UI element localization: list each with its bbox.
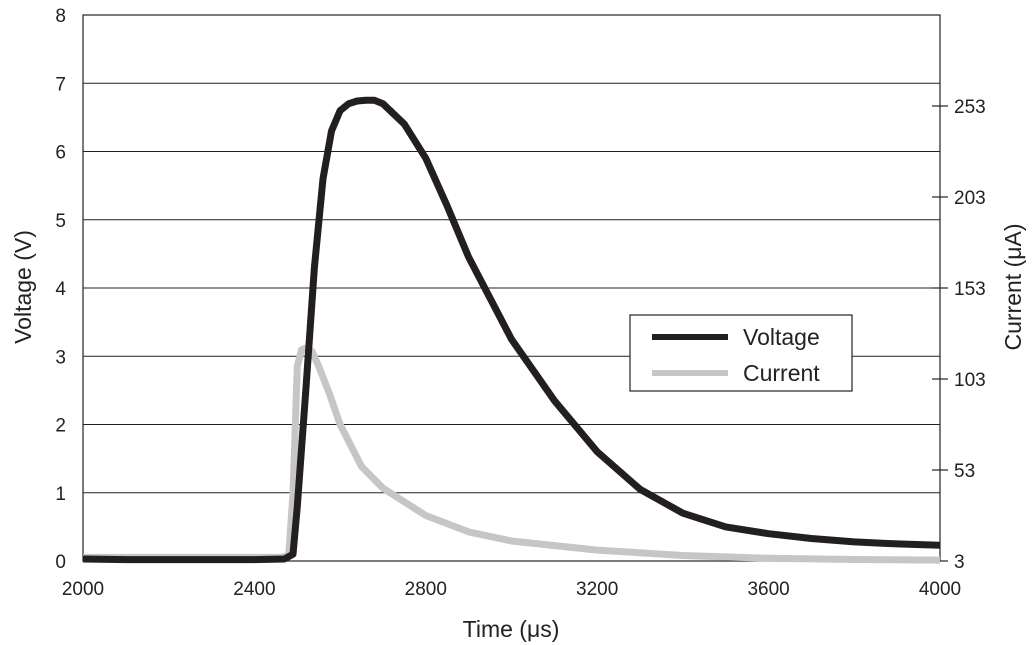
y-tick-label: 8 — [55, 6, 66, 27]
x-tick-label: 3200 — [576, 579, 618, 600]
legend: Voltage Current — [629, 314, 853, 392]
x-tick-label: 2000 — [62, 579, 104, 600]
x-tick-label: 4000 — [919, 579, 961, 600]
legend-box — [629, 314, 853, 392]
y-tick-label: 4 — [55, 279, 66, 300]
y-tick-label: 7 — [55, 74, 66, 95]
y2-tick-label: 203 — [954, 188, 986, 209]
axis-ticks: 0 1 2 3 4 5 6 7 8 3 53 103 153 203 253 2000 2400 2800 3200… — [55, 6, 985, 600]
y2-tick-label: 253 — [954, 97, 986, 118]
x-axis-title: Time (μs) — [463, 616, 560, 642]
y2-axis-title: Current (μA) — [1000, 224, 1026, 351]
legend-label-current: Current — [743, 360, 820, 386]
series-line-voltage — [82, 96, 941, 564]
x-tick-label: 2800 — [405, 579, 447, 600]
x-tick-label: 2400 — [233, 579, 275, 600]
y-axis-title: Voltage (V) — [10, 230, 36, 344]
legend-label-voltage: Voltage — [743, 324, 820, 350]
y2-tick-label: 103 — [954, 370, 986, 391]
y-tick-label: 6 — [55, 143, 66, 164]
x-tick-label: 3600 — [747, 579, 789, 600]
y2-tick-label: 53 — [954, 461, 975, 482]
y-tick-label: 2 — [55, 416, 66, 437]
y-tick-label: 3 — [55, 347, 66, 368]
y-tick-label: 0 — [55, 552, 66, 573]
y-tick-label: 5 — [55, 211, 66, 232]
y2-tick-label: 3 — [954, 552, 965, 573]
gridlines — [83, 82, 940, 494]
y-tick-label: 1 — [55, 484, 66, 505]
y2-tick-label: 153 — [954, 279, 986, 300]
series-layer — [82, 96, 941, 564]
